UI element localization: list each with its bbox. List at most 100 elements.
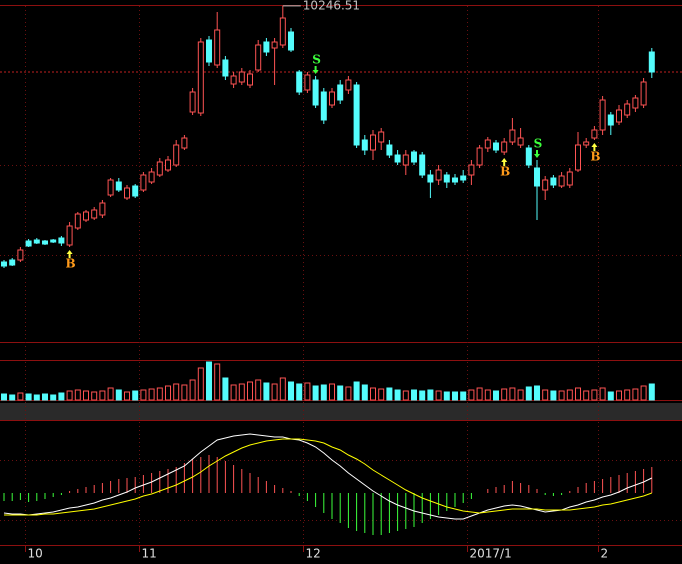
candle-body (42, 240, 48, 245)
volume-bar (156, 387, 163, 401)
candle-body (632, 97, 639, 109)
candle-body (525, 147, 532, 166)
volume-bar (607, 391, 614, 401)
volume-bar (271, 383, 278, 401)
candle-body (583, 141, 590, 146)
candle-body (468, 164, 475, 176)
volume-bar (115, 389, 122, 401)
volume-bar (378, 388, 385, 401)
candle-body (427, 174, 434, 183)
candle-body (206, 39, 212, 63)
candle-body (542, 179, 549, 191)
candle-body (263, 41, 270, 53)
volume-bar (542, 389, 549, 401)
candle-body (534, 167, 540, 187)
volume-bar (189, 379, 196, 401)
candle-body (279, 17, 286, 46)
volume-bar (525, 386, 532, 401)
candle-body (9, 259, 16, 266)
volume-bar (476, 387, 483, 401)
candle-body (443, 174, 450, 183)
candle-body (74, 213, 81, 229)
candle-body (115, 181, 122, 191)
candle-body (501, 141, 508, 153)
volume-bar (575, 387, 581, 401)
volume-bar (353, 381, 360, 401)
candle-body (247, 73, 253, 86)
candle-body (607, 114, 614, 126)
buy-arrow (591, 143, 598, 151)
candle-body (288, 31, 294, 51)
candle-body (493, 142, 499, 151)
volume-bar (394, 389, 401, 401)
sell-signal: S (534, 137, 543, 151)
volume-bar (337, 385, 344, 401)
volume-bar (132, 390, 139, 401)
volume-bar (468, 389, 475, 401)
volume-bar (238, 383, 245, 401)
volume-bar (165, 385, 171, 401)
candle-body (296, 71, 303, 93)
candle-body (304, 74, 311, 91)
volume-bar (66, 390, 73, 401)
candle-body (599, 99, 606, 131)
candle-body (566, 171, 573, 186)
volume-bar (206, 361, 212, 401)
volume-bar (640, 385, 647, 401)
volume-bar (222, 377, 229, 401)
volume-bar (197, 367, 204, 401)
candle-body (230, 75, 237, 85)
candle-body (83, 211, 89, 221)
volume-bar (288, 381, 294, 401)
candle-body (345, 79, 352, 91)
volume-bar (329, 383, 335, 401)
candle-body (452, 177, 458, 183)
candle-body (517, 137, 524, 146)
x-tick-label: 12 (306, 547, 321, 561)
candle-body (591, 129, 598, 139)
volume-bar (181, 384, 188, 401)
volume-bar (361, 384, 368, 401)
candle-body (148, 171, 155, 183)
volume-bar (124, 391, 130, 401)
volume-bar (624, 389, 631, 401)
candle-body (394, 154, 401, 163)
candle-body (66, 225, 73, 246)
candle-body (320, 91, 327, 121)
volume-bar (345, 386, 352, 401)
candle-body (50, 239, 57, 243)
candle-body (575, 144, 581, 171)
candle-body (460, 175, 467, 181)
volume-bar (99, 390, 106, 401)
candle-body (435, 169, 442, 181)
volume-bar (550, 390, 557, 401)
volume-bar (419, 390, 426, 401)
candle-body (378, 131, 385, 143)
candle-body (648, 51, 655, 73)
annotation: 10246.51 (303, 0, 360, 12)
volume-bar (386, 387, 393, 401)
volume-bar (435, 390, 442, 401)
candle-body (99, 202, 106, 216)
volume-bar (452, 391, 458, 401)
candle-body (33, 239, 40, 244)
volume-bar (247, 381, 253, 401)
x-tick-label: 2017/1 (470, 547, 512, 561)
volume-bar (83, 390, 89, 401)
volume-bar (173, 383, 180, 401)
x-tick-label: 2 (601, 547, 609, 561)
candle-body (329, 91, 335, 106)
volume-bar (534, 385, 540, 401)
separator (0, 403, 682, 420)
volume-bar (591, 389, 598, 401)
volume-bar (9, 394, 16, 401)
sell-arrow (312, 66, 319, 74)
candle-body (370, 134, 376, 151)
volume-bar (304, 382, 311, 401)
volume-bar (214, 363, 221, 401)
candle-body (411, 151, 417, 163)
sell-signal: S (312, 53, 321, 67)
volume-bar (279, 377, 286, 401)
volume-bar (484, 389, 491, 401)
